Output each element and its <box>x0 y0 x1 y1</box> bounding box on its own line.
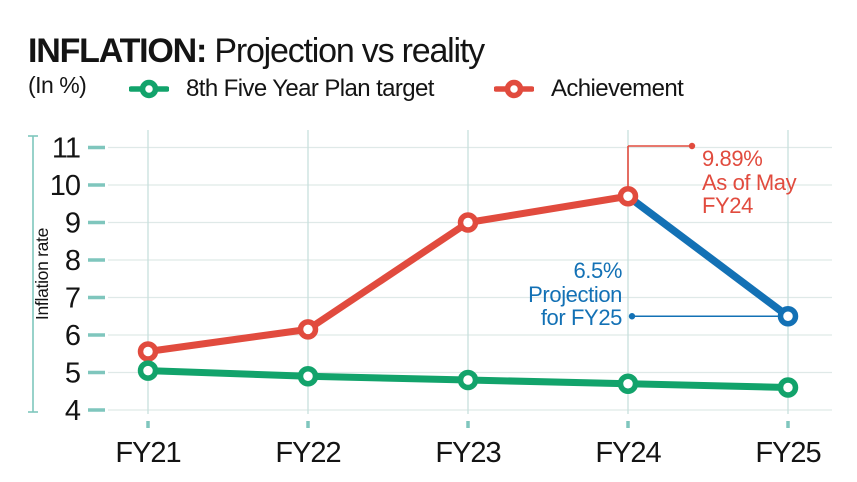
data-point-marker <box>617 373 639 394</box>
achievement-series-marker-icon <box>494 79 534 99</box>
y-tick-label: 4 <box>65 395 81 427</box>
annotation-achievement-fy24: 9.89% As of May FY24 <box>702 147 832 218</box>
annotation-projection-caption-1: Projection <box>528 281 622 307</box>
x-tick-label: FY22 <box>275 437 340 469</box>
y-tick-label: 5 <box>65 358 80 390</box>
data-point-marker <box>137 360 159 381</box>
annotation-achievement-caption-1: As of May <box>702 169 797 195</box>
x-tick-label: FY24 <box>595 437 661 469</box>
target-series-marker-icon <box>129 79 169 99</box>
y-axis-title: Inflation rate <box>32 228 52 320</box>
data-point-marker <box>137 341 159 362</box>
data-point-marker <box>297 319 319 340</box>
page-title-subtext: Projection vs reality <box>206 31 485 70</box>
y-tick-label: 6 <box>65 320 80 352</box>
data-point-marker <box>457 212 479 233</box>
x-tick-label: FY23 <box>435 437 500 469</box>
data-point-marker <box>617 186 639 207</box>
data-point-marker <box>457 369 479 391</box>
page-title: INFLATION: Projection vs reality <box>28 31 485 71</box>
legend-label-target: 8th Five Year Plan target <box>186 75 434 102</box>
y-tick-label: 8 <box>65 245 80 277</box>
annotation-projection-value: 6.5% <box>573 258 622 283</box>
y-tick-label: 7 <box>65 283 80 315</box>
y-tick-label: 9 <box>65 208 80 240</box>
y-tick-label: 10 <box>50 170 80 202</box>
x-tick-label: FY21 <box>115 437 180 469</box>
page-title-emphasis: INFLATION: <box>28 31 207 70</box>
annotation-achievement-value: 9.89% <box>702 146 763 171</box>
data-point-marker <box>777 306 799 327</box>
legend-item-achievement: Achievement <box>494 74 684 104</box>
unit-note: (In %) <box>28 72 87 98</box>
legend-label-achievement: Achievement <box>551 75 684 102</box>
series-line-projection <box>624 192 792 320</box>
annotation-projection-caption-2: for FY25 <box>540 305 623 330</box>
x-tick-label: FY25 <box>755 437 820 469</box>
callout-dot-achievement <box>688 142 696 150</box>
callout-dot-projection <box>628 313 636 320</box>
legend-item-target: 8th Five Year Plan target <box>129 74 434 104</box>
annotation-projection-fy25: 6.5% Projection for FY25 <box>455 259 622 330</box>
series-line-achievement <box>144 192 632 355</box>
annotation-achievement-caption-2: FY24 <box>702 193 753 218</box>
y-tick-label: 11 <box>52 133 80 165</box>
data-point-marker <box>297 366 319 387</box>
data-point-marker <box>777 377 799 398</box>
